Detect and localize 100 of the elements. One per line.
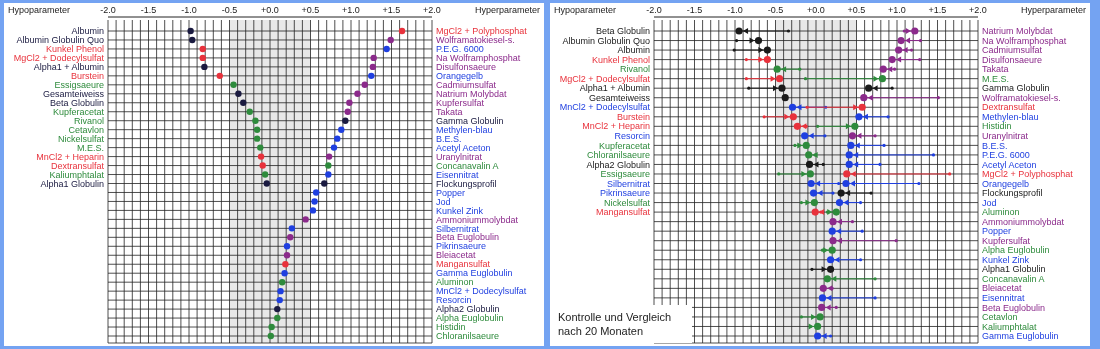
y2-tick-label: Eisennitrat xyxy=(436,169,480,180)
y-tick-label: Nickelsulfat xyxy=(603,197,651,208)
y-tick-label: Alpha1 + Albumin xyxy=(579,83,650,94)
y2-tick-label: Uranylnitrat xyxy=(982,130,1029,141)
y-tick-label: MnCl2 + Heparin xyxy=(36,151,104,162)
y2-tick-label: Cetavlon xyxy=(982,312,1018,323)
y-tick-label: Essigsaeure xyxy=(54,79,104,90)
x-tick-label: -2.0 xyxy=(646,5,662,15)
y-tick-label: Gesamteiweiss xyxy=(588,92,651,103)
y2-tick-label: Bleiacetat xyxy=(982,283,1023,294)
y-tick-label: MnCl2 + Heparin xyxy=(582,121,650,132)
y2-tick-label: Alpha2 Globulin xyxy=(436,304,500,315)
y-tick-label: Burstein xyxy=(70,71,104,81)
y2-tick-label: Na Wolframphosphat xyxy=(436,53,521,64)
y2-axis-title: Hyperparameter xyxy=(1020,5,1086,15)
y-tick-label: Albumin Globulin Quo xyxy=(16,35,104,46)
y-tick-label: Albumin xyxy=(617,45,650,56)
y2-tick-label: Natrium Molybdat xyxy=(982,26,1054,37)
y-tick-label: Silbernitrat xyxy=(606,178,651,189)
y2-tick-label: Disulfonsaeure xyxy=(436,62,497,73)
y-tick-label: Rivanol xyxy=(619,64,650,75)
y2-tick-label: Resorcin xyxy=(436,295,472,306)
x-tick-label: -1.0 xyxy=(727,5,743,15)
y2-tick-label: Alpha Euglobulin xyxy=(982,245,1050,256)
y2-tick-label: Beta Euglobulin xyxy=(982,302,1046,313)
y-tick-label: Mangansulfat xyxy=(595,207,651,218)
y2-tick-label: Acetyl Aceton xyxy=(436,142,491,153)
y2-tick-label: M.E.S. xyxy=(982,73,1010,84)
y2-tick-label: Aluminon xyxy=(982,207,1020,218)
y2-tick-label: Methylen-blau xyxy=(436,124,493,135)
y2-tick-label: Disulfonsaeure xyxy=(982,54,1043,65)
y2-tick-label: Natrium Molybdat xyxy=(436,88,508,99)
x-tick-label: +1.0 xyxy=(888,5,906,15)
y2-tick-label: Cadmiumsulfat xyxy=(436,79,497,90)
y2-tick-label: Orangegelb xyxy=(982,178,1030,189)
y-tick-label: Kunkel Phenol xyxy=(45,44,104,55)
y2-tick-label: Beta Euglobulin xyxy=(436,232,500,243)
x-tick-label: +1.0 xyxy=(342,5,360,15)
y2-axis-title: Hyperparameter xyxy=(474,5,540,15)
x-tick-label: +1.5 xyxy=(928,5,947,15)
y2-tick-label: Dextransulfat xyxy=(982,102,1036,113)
y-tick-label: Burstein xyxy=(616,111,650,122)
y-axis-title: Hypoparameter xyxy=(554,5,617,15)
y2-tick-label: Flockungsprofil xyxy=(982,188,1043,199)
x-tick-label: +1.5 xyxy=(382,5,401,15)
x-tick-label: +0.5 xyxy=(301,5,320,15)
y-tick-label: Kupferacetat xyxy=(52,106,105,117)
y2-tick-label: B.E.S. xyxy=(436,133,462,144)
y-tick-label: Kaliumphtalat xyxy=(49,169,105,180)
y2-tick-label: MgCl2 + Polyphosphat xyxy=(982,169,1074,180)
x-tick-label: +2.0 xyxy=(969,5,987,15)
x-tick-label: +0.0 xyxy=(807,5,825,15)
x-tick-label: +2.0 xyxy=(423,5,441,15)
y2-tick-label: Kupfersulfat xyxy=(436,97,485,108)
y2-tick-label: Gamma Euglobulin xyxy=(982,331,1059,342)
y-tick-label: Cetavlon xyxy=(68,124,104,135)
y-tick-label: Kunkel Phenol xyxy=(591,54,650,65)
y-tick-label: Kupferacetat xyxy=(598,140,651,151)
y2-tick-label: Takata xyxy=(436,106,463,117)
y-tick-label: Resorcin xyxy=(614,130,650,141)
y2-tick-label: Wolframatokiesel-s. xyxy=(982,92,1061,103)
x-tick-label: -1.5 xyxy=(686,5,703,15)
y2-tick-label: Popper xyxy=(982,226,1012,237)
y-tick-label: Albumin xyxy=(71,26,104,37)
y-tick-label: Rivanol xyxy=(73,115,104,126)
y2-tick-label: Cadmiumsulfat xyxy=(982,45,1043,56)
y2-tick-label: MnCl2 + Dodecylsulfat xyxy=(436,286,527,297)
y2-tick-label: Eisennitrat xyxy=(982,293,1026,304)
y2-tick-label: Alpha1 Globulin xyxy=(982,264,1046,275)
y-tick-label: MnCl2 + Dodecylsulfat xyxy=(559,102,651,113)
y2-tick-label: Chloranilsaeure xyxy=(436,331,500,342)
y-tick-label: Alpha1 + Albumin xyxy=(33,62,104,73)
x-tick-label: +0.5 xyxy=(847,5,866,15)
y2-tick-label: Concanavalin A xyxy=(982,273,1045,284)
y2-tick-label: Na Wolframphosphat xyxy=(982,35,1067,46)
y-tick-label: Beta Globulin xyxy=(49,97,104,108)
y-tick-label: Pikrinsaeure xyxy=(599,188,650,199)
y2-tick-label: Pikrinsaeure xyxy=(436,241,487,252)
y2-tick-label: Kunkel Zink xyxy=(436,205,484,216)
y-tick-label: Essigsaeure xyxy=(600,169,650,180)
y2-tick-label: Ammoniummolybdat xyxy=(436,214,519,225)
x-tick-label: -2.0 xyxy=(100,5,116,15)
y2-tick-label: Gamma Globulin xyxy=(436,115,504,126)
y2-tick-label: Bleiacetat xyxy=(436,250,477,261)
y2-tick-label: Kaliumphtalat xyxy=(982,321,1038,332)
y2-tick-label: Histidin xyxy=(982,121,1012,132)
y-tick-label: M.E.S. xyxy=(76,142,104,153)
y2-tick-label: Orangegelb xyxy=(436,71,484,81)
y-tick-label: Nickelsulfat xyxy=(57,133,105,144)
y-tick-label: Alpha2 Globulin xyxy=(586,159,650,170)
y2-tick-label: P.E.G. 6000 xyxy=(982,150,1030,161)
x-tick-label: -0.5 xyxy=(767,5,784,15)
y-axis-title: Hypoparameter xyxy=(8,5,71,15)
y2-tick-label: B.E.S. xyxy=(982,140,1008,151)
y2-tick-label: MgCl2 + Polyphosphat xyxy=(436,26,528,37)
y2-tick-label: Popper xyxy=(436,187,466,198)
y2-tick-label: Aluminon xyxy=(436,277,474,288)
y2-tick-label: Ammoniummolybdat xyxy=(982,216,1065,227)
y-tick-label: Alpha1 Globulin xyxy=(40,178,104,189)
y2-tick-label: Methylen-blau xyxy=(982,111,1039,122)
